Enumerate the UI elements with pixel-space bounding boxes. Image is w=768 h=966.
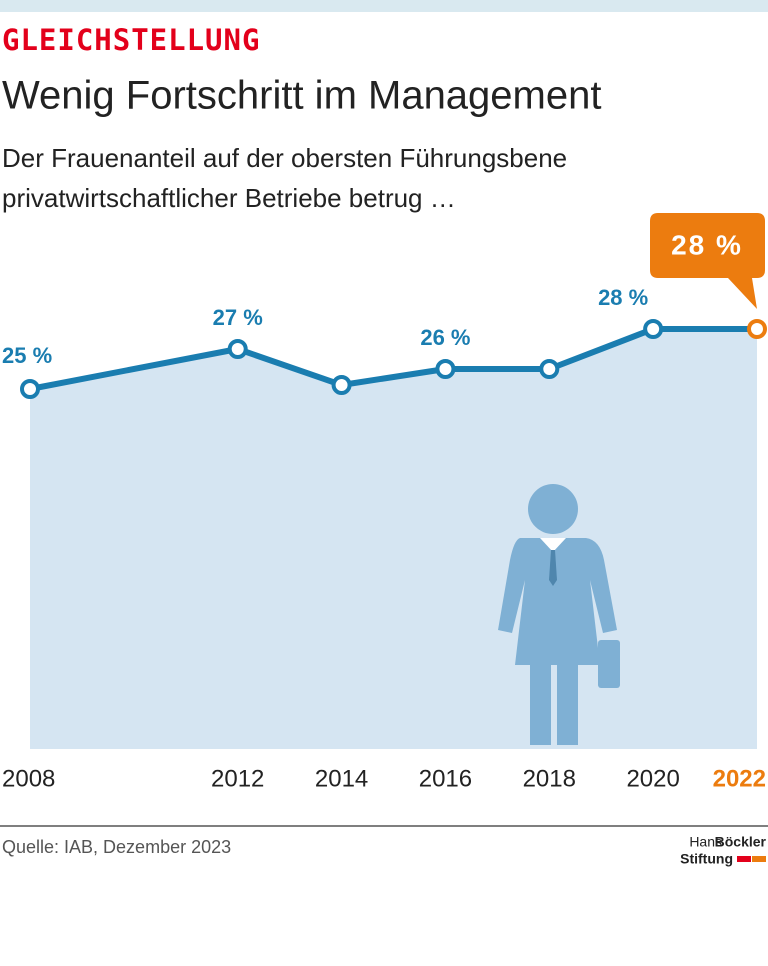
logo-mark	[752, 856, 766, 862]
point	[747, 319, 767, 339]
point	[331, 375, 352, 395]
chart-title: Wenig Fortschritt im Management	[2, 74, 601, 118]
subtitle: Der Frauenanteil auf der obersten Führun…	[2, 143, 567, 173]
logo-text: Böckler	[715, 834, 767, 850]
subtitle: privatwirtschaftlicher Betriebe betrug …	[2, 183, 456, 213]
kicker: GLEICHSTELLUNG	[2, 23, 260, 57]
x-tick-label: 2018	[523, 765, 576, 792]
x-tick-label: 2014	[315, 765, 368, 792]
value-label: 28 %	[671, 229, 743, 260]
x-tick-label: 2012	[211, 765, 264, 792]
top-bar	[0, 0, 768, 12]
callout	[650, 213, 765, 309]
point	[539, 359, 560, 379]
area	[30, 329, 757, 749]
x-tick-label: 2020	[626, 765, 679, 792]
value-label: 26 %	[420, 325, 470, 350]
point	[20, 379, 40, 399]
logo-text: Hans	[689, 834, 722, 850]
source: Quelle: IAB, Dezember 2023	[2, 837, 231, 857]
x-tick-label: 2016	[419, 765, 472, 792]
point	[643, 319, 664, 339]
x-tick-label: 2008	[2, 765, 55, 792]
x-tick-label: 2022	[713, 765, 766, 792]
value-label: 25 %	[2, 343, 52, 368]
plot: 25 % 27 % 26 % 28 % 28 % 2008 2012 2014 2016 2018…	[2, 213, 767, 792]
tie	[549, 550, 557, 586]
collar	[540, 538, 566, 552]
value-label: 27 %	[213, 305, 263, 330]
logo-text: Stiftung	[680, 851, 733, 867]
value-label: 28 %	[598, 285, 648, 310]
point	[435, 359, 456, 379]
person-icon	[498, 484, 620, 745]
logo-mark	[737, 856, 751, 862]
point	[227, 339, 248, 359]
